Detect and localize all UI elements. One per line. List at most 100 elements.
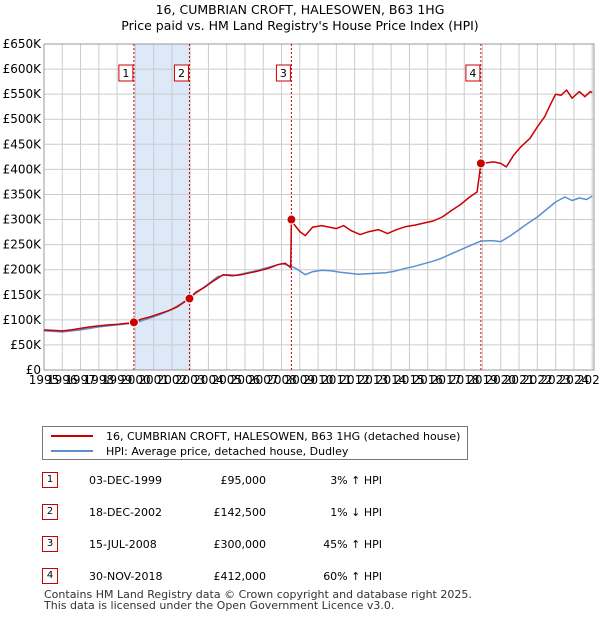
sale-badges: 1 2 3 4: [118, 64, 481, 82]
x-tick-label: 2025: [577, 373, 600, 387]
y-tick-label: £550K: [3, 87, 43, 101]
sale-badge-label: 2: [178, 67, 185, 80]
x-tick-label: 1999: [102, 373, 133, 387]
x-tick-label: 2013: [358, 373, 389, 387]
sale-point: [475, 158, 486, 169]
sale-date: 30-NOV-2018: [89, 570, 163, 583]
sale-hpi-change: 1% ↓ HPI: [330, 506, 382, 519]
sale-badge-box: [465, 64, 481, 82]
y-tick-label: £0: [26, 363, 41, 377]
y-tick-label: £200K: [3, 263, 43, 277]
legend-item-property: 16, CUMBRIAN CROFT, HALESOWEN, B63 1HG (…: [51, 429, 460, 443]
x-tick-label: 1996: [47, 373, 78, 387]
x-tick-label: 2012: [339, 373, 370, 387]
legend-item-hpi: HPI: Average price, detached house, Dudl…: [51, 444, 348, 458]
footer-line-2: This data is licensed under the Open Gov…: [44, 599, 395, 612]
title-line-1: 16, CUMBRIAN CROFT, HALESOWEN, B63 1HG: [155, 2, 445, 17]
y-axis-ticks: £0 £50K £100K £150K £200K £250K £300K £350K £400…: [3, 37, 43, 377]
sale-price: £142,500: [213, 506, 267, 519]
x-tick-label: 1998: [84, 373, 115, 387]
x-tick-label: 2008: [266, 373, 297, 387]
x-tick-label: 2023: [540, 373, 571, 387]
sale-number-badge: 4: [42, 568, 58, 584]
x-tick-label: 2020: [486, 373, 517, 387]
sale-hpi-change: 60% ↑ HPI: [323, 570, 382, 583]
property-price-line: [43, 89, 593, 332]
x-tick-label: 2016: [412, 373, 443, 387]
sale-badge-label: 3: [280, 67, 287, 80]
x-tick-label: 2009: [285, 373, 316, 387]
sale-price: £412,000: [213, 570, 267, 583]
plot-border: [43, 43, 595, 371]
sale-hpi-change: 45% ↑ HPI: [323, 538, 382, 551]
y-tick-label: £300K: [3, 213, 43, 227]
x-tick-label: 2015: [394, 373, 425, 387]
x-tick-label: 2024: [559, 373, 590, 387]
sale-row: 4 30-NOV-2018 £412,000 60% ↑ HPI: [42, 568, 442, 586]
x-tick-label: 2001: [138, 373, 169, 387]
x-tick-label: 1995: [29, 373, 60, 387]
legend-label-hpi: HPI: Average price, detached house, Dudl…: [106, 444, 349, 458]
sale-date: 03-DEC-1999: [89, 474, 163, 487]
sale-row: 2 18-DEC-2002 £142,500 1% ↓ HPI: [42, 504, 442, 522]
sale-point: [128, 317, 139, 328]
legend-swatch-hpi: [51, 450, 93, 452]
sale-badge-box: [118, 64, 134, 82]
y-tick-label: £600K: [3, 62, 43, 76]
x-tick-label: 2014: [376, 373, 407, 387]
sale-point: [184, 293, 195, 304]
title-line-2: Price paid vs. HM Land Registry's House …: [121, 18, 479, 33]
shaded-period: [133, 44, 190, 370]
y-tick-label: £650K: [3, 37, 43, 51]
x-tick-label: 2002: [157, 373, 188, 387]
x-tick-label: 2021: [504, 373, 535, 387]
x-tick-label: 2017: [431, 373, 462, 387]
x-tick-label: 2007: [248, 373, 279, 387]
y-tick-label: £500K: [3, 112, 43, 126]
x-tick-label: 2006: [230, 373, 261, 387]
sale-points: [128, 158, 486, 328]
sale-number-badge: 2: [42, 504, 58, 520]
y-tick-label: £400K: [3, 162, 43, 176]
x-tick-label: 2000: [120, 373, 151, 387]
sale-badge-box: [275, 64, 291, 82]
legend: 16, CUMBRIAN CROFT, HALESOWEN, B63 1HG (…: [42, 426, 468, 460]
x-tick-label: 1997: [65, 373, 96, 387]
legend-swatch-property: [51, 435, 93, 437]
x-tick-label: 2003: [175, 373, 206, 387]
sale-number-badge: 3: [42, 536, 58, 552]
footer: Contains HM Land Registry data © Crown c…: [44, 589, 472, 611]
footer-line-1: Contains HM Land Registry data © Crown c…: [44, 588, 472, 601]
sale-point: [286, 214, 297, 225]
x-axis-ticks: 1995199619971998199920002001200220032004…: [29, 373, 600, 387]
x-tick-label: 2011: [321, 373, 352, 387]
sale-hpi-change: 3% ↑ HPI: [330, 474, 382, 487]
sale-date: 18-DEC-2002: [89, 506, 163, 519]
y-tick-label: £350K: [3, 187, 43, 201]
x-tick-label: 2005: [211, 373, 242, 387]
y-tick-label: £250K: [3, 238, 43, 252]
sale-badge-label: 1: [122, 67, 129, 80]
sale-price: £300,000: [213, 538, 267, 551]
sale-price: £95,000: [220, 474, 267, 487]
sale-date: 15-JUL-2008: [89, 538, 157, 551]
chart-title: 16, CUMBRIAN CROFT, HALESOWEN, B63 1HG P…: [0, 2, 600, 34]
sale-row: 1 03-DEC-1999 £95,000 3% ↑ HPI: [42, 472, 442, 490]
sale-badge-label: 4: [469, 67, 476, 80]
y-tick-label: £150K: [3, 288, 43, 302]
x-tick-label: 2010: [303, 373, 334, 387]
y-tick-label: £100K: [3, 313, 43, 327]
y-tick-label: £450K: [3, 137, 43, 151]
sale-row: 3 15-JUL-2008 £300,000 45% ↑ HPI: [42, 536, 442, 554]
x-tick-label: 2004: [193, 373, 224, 387]
sale-badge-box: [173, 64, 189, 82]
grid-lines: [43, 43, 595, 371]
sale-number-badge: 1: [42, 472, 58, 488]
legend-label-property: 16, CUMBRIAN CROFT, HALESOWEN, B63 1HG (…: [106, 429, 461, 443]
x-tick-label: 2018: [449, 373, 480, 387]
x-tick-label: 2022: [522, 373, 553, 387]
shaded-range: [133, 44, 190, 370]
x-tick-label: 2019: [467, 373, 498, 387]
y-tick-label: £50K: [10, 338, 42, 352]
price-chart: 1 2 3 4 £0 £50K £100K £150K £200K £250K £300K £350…: [3, 37, 600, 387]
